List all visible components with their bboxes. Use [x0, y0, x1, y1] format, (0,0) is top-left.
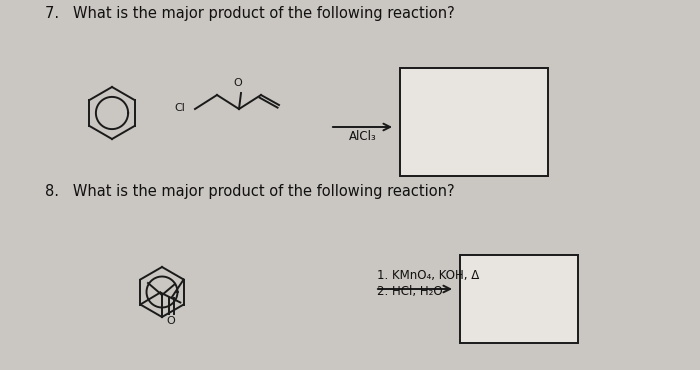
Text: 1. KMnO₄, KOH, Δ: 1. KMnO₄, KOH, Δ [377, 269, 480, 282]
Bar [400, 68, 548, 176]
Text: 7.   What is the major product of the following reaction?: 7. What is the major product of the foll… [45, 6, 455, 21]
Text: AlCl₃: AlCl₃ [349, 130, 377, 143]
Text: Cl: Cl [174, 103, 185, 113]
Text: O: O [234, 78, 242, 88]
Text: O: O [167, 316, 175, 326]
Text: 8.   What is the major product of the following reaction?: 8. What is the major product of the foll… [45, 184, 454, 199]
Bar [460, 255, 578, 343]
Text: 2. HCl, H₂O: 2. HCl, H₂O [377, 285, 442, 298]
